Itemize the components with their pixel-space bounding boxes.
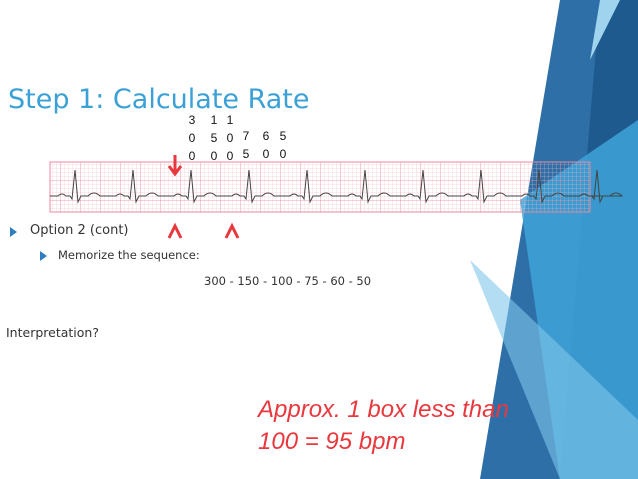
question: Interpretation? xyxy=(6,325,99,340)
bg-shape xyxy=(590,0,620,60)
rate-digit-column: 50 xyxy=(276,129,290,165)
ecg-strip xyxy=(49,161,591,213)
rate-digit-column: 300 xyxy=(185,113,199,167)
bullet-text: Option 2 (cont) xyxy=(30,223,129,238)
sequence: 300 - 150 - 100 - 75 - 60 - 50 xyxy=(204,274,372,288)
title: Step 1: Calculate Rate xyxy=(8,84,310,115)
arrow xyxy=(167,155,183,177)
bg-shape xyxy=(470,260,638,479)
answer-line: 100 = 95 bpm xyxy=(258,428,406,455)
rate-digit-column: 100 xyxy=(223,113,237,167)
arrow xyxy=(167,222,240,239)
rate-digit-column: 60 xyxy=(259,129,273,165)
rate-digit-column: 150 xyxy=(207,113,221,167)
bullet xyxy=(40,251,47,261)
answer-line: Approx. 1 box less than xyxy=(258,396,509,423)
bullet-text: Memorize the sequence: xyxy=(58,248,200,262)
bullet xyxy=(10,227,17,237)
ecg-trace xyxy=(50,169,624,204)
rate-digit-column: 75 xyxy=(239,129,253,165)
